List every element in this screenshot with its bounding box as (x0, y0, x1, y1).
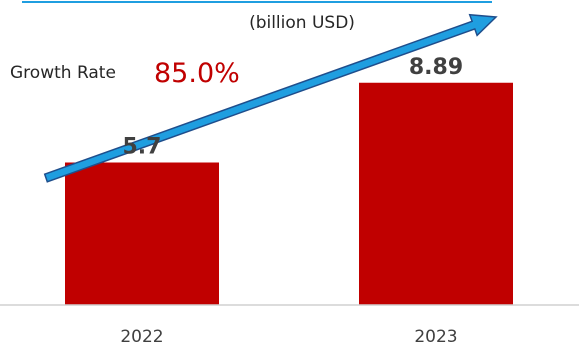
bar-2023 (359, 82, 513, 305)
growth-rate-value: 85.0% (154, 58, 240, 89)
data-label-2023: 8.89 (409, 55, 463, 80)
unit-note: (billion USD) (249, 13, 355, 33)
bar-series (65, 82, 513, 305)
growth-arrow-icon (43, 13, 498, 183)
data-label-2022: 5.7 (123, 135, 162, 160)
x-tick-label-2022: 2022 (120, 327, 163, 347)
x-tick-label-2023: 2023 (414, 327, 457, 347)
bar-2022 (65, 162, 219, 305)
growth-rate-label: Growth Rate (10, 63, 116, 83)
label-layer: 5.7 2022 8.89 2023 (120, 55, 463, 347)
